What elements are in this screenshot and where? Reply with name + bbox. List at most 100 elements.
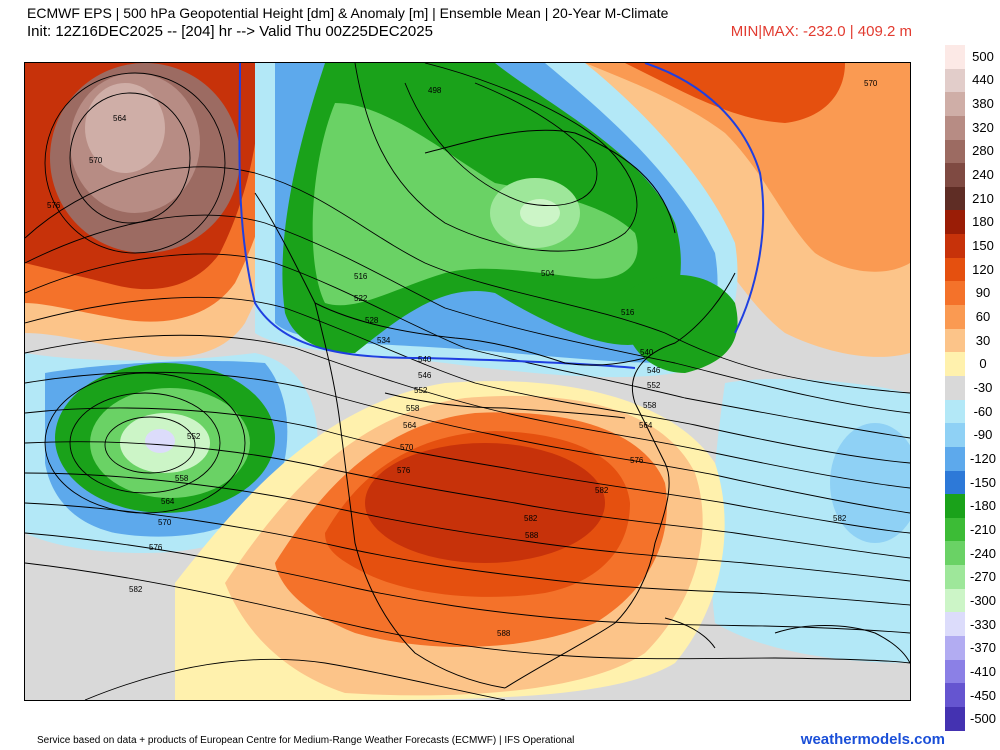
anomaly-colorbar-labels: 500 440 380 320 280 240 210 180 150 120 90 60 30 0 -30… — [968, 45, 998, 731]
contour-label: 564 — [403, 421, 417, 430]
colorbar-swatch — [945, 565, 965, 589]
colorbar-label: 210 — [972, 190, 994, 206]
init-valid-line: Init: 12Z16DEC2025 -- [204] hr --> Valid… — [27, 23, 433, 40]
anomaly-negative-atlantic-core — [830, 423, 910, 543]
colorbar-swatch — [945, 494, 965, 518]
contour-label: 576 — [397, 466, 411, 475]
contour-label: 576 — [630, 456, 644, 465]
contour-label: 564 — [113, 114, 127, 123]
chart-title: ECMWF EPS | 500 hPa Geopotential Height … — [27, 5, 669, 21]
colorbar-swatch — [945, 446, 965, 471]
colorbar-swatch — [945, 636, 965, 660]
contour-label: 498 — [428, 86, 442, 95]
data-source-credit: Service based on data + products of Euro… — [37, 735, 575, 746]
contour-label: 570 — [89, 156, 103, 165]
colorbar-label: -180 — [969, 498, 997, 514]
colorbar-swatch — [945, 45, 965, 69]
colorbar-label: 500 — [972, 48, 994, 64]
contour-label: 588 — [497, 629, 511, 638]
anomaly-negative-eastcanada — [625, 274, 738, 373]
contour-label: 552 — [414, 386, 428, 395]
brand-link[interactable]: weathermodels.com — [800, 731, 945, 748]
colorbar-label: 60 — [975, 309, 991, 325]
contour-labels: 564 570 576 498 516 522 528 534 540 546 … — [47, 79, 878, 638]
contour-label: 582 — [833, 514, 847, 523]
colorbar-swatch — [945, 115, 965, 140]
contour-label: 570 — [400, 443, 414, 452]
colorbar-swatch — [945, 92, 965, 116]
colorbar-label: -270 — [969, 569, 997, 585]
map-panel[interactable]: 564 570 576 498 516 522 528 534 540 546 … — [24, 62, 911, 701]
colorbar-swatch — [945, 399, 965, 424]
colorbar-swatch — [945, 68, 965, 93]
colorbar-label: -90 — [973, 427, 993, 443]
colorbar-swatch — [945, 139, 965, 164]
contour-label: 528 — [365, 316, 379, 325]
colorbar-swatch — [945, 375, 965, 400]
contour-label: 576 — [149, 543, 163, 552]
colorbar-swatch — [945, 706, 965, 731]
anomaly-negative-pacific-violet — [145, 429, 175, 453]
colorbar-label: 150 — [972, 238, 994, 254]
contour-label: 558 — [175, 474, 189, 483]
contour-label: 534 — [377, 336, 391, 345]
contour-label: 582 — [524, 514, 538, 523]
contour-label: 522 — [354, 294, 368, 303]
colorbar-swatch — [945, 683, 965, 707]
colorbar-swatch — [945, 588, 965, 613]
contour-label: 540 — [640, 348, 654, 357]
colorbar-swatch — [945, 352, 965, 376]
colorbar-label: 180 — [972, 214, 994, 230]
contour-label: 540 — [418, 355, 432, 364]
colorbar-label: -300 — [969, 592, 997, 608]
contour-label: 588 — [525, 531, 539, 540]
colorbar-swatch — [945, 612, 965, 637]
zero-anomaly-line — [238, 63, 636, 369]
colorbar-label: 280 — [972, 143, 994, 159]
colorbar-label: -150 — [969, 474, 997, 490]
anomaly-positive-pacific-center — [85, 83, 165, 173]
colorbar-swatch — [945, 659, 965, 684]
anomaly-map: 564 570 576 498 516 522 528 534 540 546 … — [25, 63, 910, 700]
contour-label: 546 — [647, 366, 661, 375]
colorbar-swatch — [945, 541, 965, 566]
anomaly-colorbar — [945, 45, 965, 731]
contour-label: 516 — [354, 272, 368, 281]
colorbar-label: 440 — [972, 72, 994, 88]
colorbar-label: 380 — [972, 96, 994, 112]
contour-label: 564 — [161, 497, 175, 506]
contour-label: 582 — [595, 486, 609, 495]
colorbar-label: 90 — [975, 285, 991, 301]
colorbar-label: -240 — [969, 545, 997, 561]
colorbar-label: 30 — [975, 332, 991, 348]
colorbar-swatch — [945, 163, 965, 187]
colorbar-swatch — [945, 305, 965, 329]
contour-label: 582 — [129, 585, 143, 594]
contour-label: 516 — [621, 308, 635, 317]
contour-label: 504 — [541, 269, 555, 278]
anomaly-positive-northeast-core — [585, 63, 910, 272]
colorbar-swatch — [945, 328, 965, 353]
colorbar-label: -30 — [973, 380, 993, 395]
contour-label: 546 — [418, 371, 432, 380]
colorbar-label: 240 — [972, 167, 994, 183]
contour-label: 576 — [47, 201, 61, 210]
contour-label: 558 — [406, 404, 420, 413]
colorbar-swatch — [945, 470, 965, 495]
colorbar-label: 120 — [972, 261, 994, 277]
colorbar-swatch — [945, 423, 965, 447]
contour-label: 564 — [639, 421, 653, 430]
contour-label: 552 — [647, 381, 661, 390]
colorbar-swatch — [945, 186, 965, 211]
contour-label: 552 — [187, 432, 201, 441]
min-max-readout: MIN|MAX: -232.0 | 409.2 m — [730, 23, 912, 40]
colorbar-swatch — [945, 517, 965, 542]
colorbar-label: -370 — [969, 640, 997, 656]
colorbar-label: 0 — [979, 356, 987, 372]
contour-label: 570 — [864, 79, 878, 88]
land-borders — [254, 129, 910, 689]
colorbar-label: -500 — [969, 711, 997, 727]
colorbar-label: -330 — [969, 616, 997, 632]
contour-label: 558 — [643, 401, 657, 410]
colorbar-swatch — [945, 234, 965, 258]
